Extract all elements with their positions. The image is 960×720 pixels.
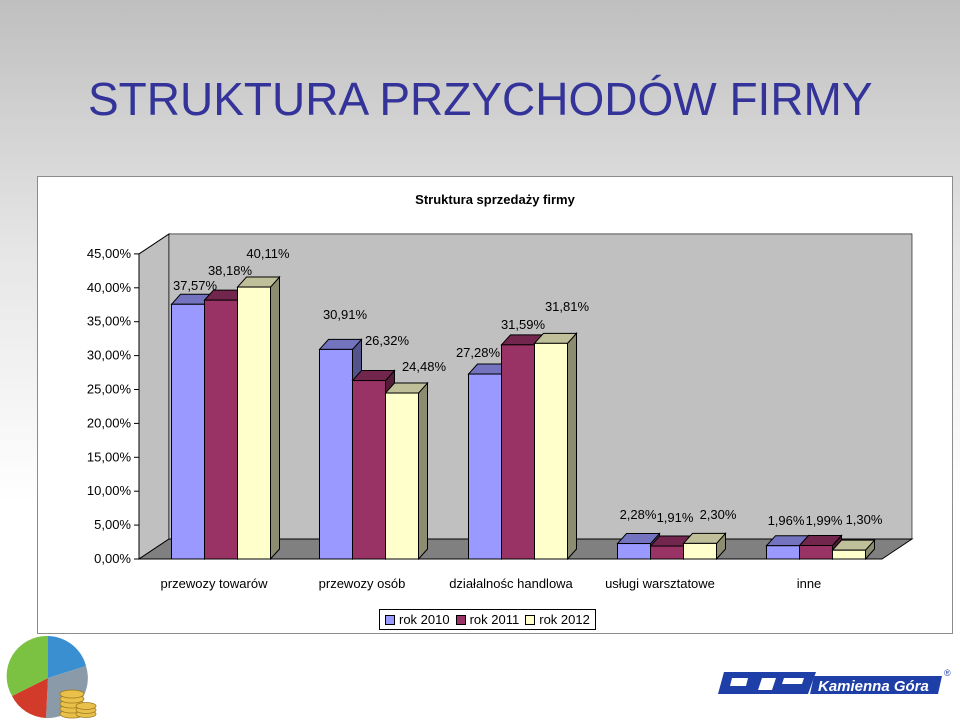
pie-coins-logo xyxy=(6,635,97,719)
side-wall xyxy=(138,232,170,560)
y-tick-label: 0,00% xyxy=(94,551,131,566)
y-tick-label: 40,00% xyxy=(87,280,132,295)
y-tick-label: 20,00% xyxy=(87,415,132,430)
legend-label: rok 2010 xyxy=(399,612,450,627)
bar xyxy=(204,299,238,560)
data-label: 38,18% xyxy=(208,263,253,278)
data-label: 24,48% xyxy=(402,359,447,374)
data-label: 31,81% xyxy=(545,299,590,314)
bar xyxy=(385,392,419,560)
bar xyxy=(352,380,386,560)
bar-side xyxy=(270,275,280,561)
data-label: 37,57% xyxy=(173,278,218,293)
bar xyxy=(319,348,353,560)
bar xyxy=(534,342,568,560)
slide-title: STRUKTURA PRZYCHODÓW FIRMY xyxy=(88,73,873,125)
category-label: działalnośc handlowa xyxy=(449,576,573,591)
legend-item: rok 2011 xyxy=(455,612,520,627)
data-label: 1,91% xyxy=(657,510,694,525)
category-label: usługi warsztatowe xyxy=(605,576,715,591)
legend-swatch xyxy=(455,614,466,625)
bar xyxy=(501,344,535,560)
company-logo: Kamienna Góra ® xyxy=(718,668,951,695)
bar-side xyxy=(418,381,428,561)
y-tick-label: 25,00% xyxy=(87,382,132,397)
legend-item: rok 2010 xyxy=(385,612,450,627)
brand-name: Kamienna Góra xyxy=(818,678,929,695)
bar xyxy=(237,286,271,560)
bar xyxy=(832,549,866,560)
chart-legend: rok 2010 rok 2011 rok 2012 xyxy=(379,609,596,630)
bar xyxy=(799,545,833,560)
bar xyxy=(468,373,502,560)
data-label: 1,96% xyxy=(768,513,805,528)
bar-side xyxy=(567,332,577,561)
data-label: 1,99% xyxy=(806,513,843,528)
y-tick-label: 5,00% xyxy=(94,517,131,532)
bar xyxy=(683,542,717,560)
data-label: 26,32% xyxy=(365,333,410,348)
legend-swatch xyxy=(385,614,395,625)
data-label: 30,91% xyxy=(323,307,368,322)
data-label: 31,59% xyxy=(501,317,546,332)
y-tick-label: 30,00% xyxy=(87,348,132,363)
legend-swatch xyxy=(525,614,536,625)
bar xyxy=(766,545,800,560)
bar xyxy=(617,543,651,560)
legend-item: rok 2012 xyxy=(525,612,590,627)
category-label: inne xyxy=(797,576,822,591)
bar xyxy=(171,303,205,560)
legend-label: rok 2012 xyxy=(539,612,590,627)
category-label: przewozy osób xyxy=(319,576,406,591)
chart-title: Struktura sprzedaży firmy xyxy=(415,192,575,207)
data-label: 1,30% xyxy=(846,512,883,527)
category-label: przewozy towarów xyxy=(161,576,269,591)
legend-label: rok 2011 xyxy=(469,612,520,627)
y-tick-label: 15,00% xyxy=(87,449,132,464)
y-tick-label: 35,00% xyxy=(87,314,132,329)
bar xyxy=(650,545,684,560)
y-tick-label: 45,00% xyxy=(87,246,132,261)
data-label: 40,11% xyxy=(246,246,290,261)
data-label: 2,28% xyxy=(620,507,657,522)
registered-mark: ® xyxy=(944,668,951,678)
data-label: 2,30% xyxy=(700,507,737,522)
data-label: 27,28% xyxy=(456,345,501,360)
y-tick-label: 10,00% xyxy=(87,483,132,498)
